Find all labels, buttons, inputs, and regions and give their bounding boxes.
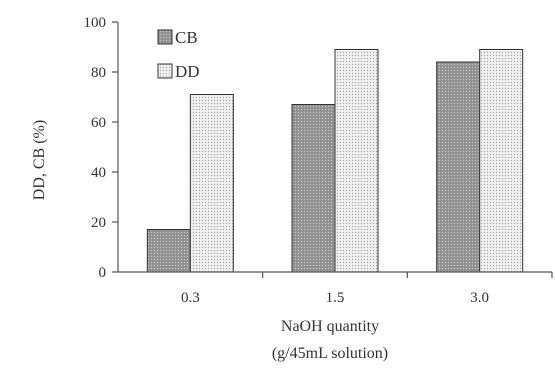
x-tick-label-3.0: 3.0 bbox=[470, 290, 489, 306]
y-tick-label-40: 40 bbox=[91, 165, 106, 181]
axes-group: 0 20 40 60 80 100 0.3 1.5 3.0 bbox=[84, 15, 553, 306]
x-axis-title-line-1: NaOH quantity bbox=[281, 318, 379, 335]
x-axis-title-line-2: (g/45mL solution) bbox=[272, 345, 388, 362]
bar-dd-0.3 bbox=[189, 94, 234, 273]
legend-swatch-cb bbox=[157, 29, 173, 45]
bar-dd-1.5 bbox=[334, 49, 379, 273]
y-axis-title: DD, CB (%) bbox=[31, 120, 48, 200]
y-tick-label-20: 20 bbox=[91, 215, 106, 231]
x-tick-label-0.3: 0.3 bbox=[181, 290, 200, 306]
y-tick-label-0: 0 bbox=[99, 265, 107, 281]
bars-group bbox=[146, 49, 524, 273]
y-tick-label-100: 100 bbox=[84, 15, 107, 31]
y-tick-label-60: 60 bbox=[91, 115, 106, 131]
legend: CB DD bbox=[157, 28, 200, 81]
bar-cb-1.5 bbox=[291, 104, 336, 273]
y-tick-label-80: 80 bbox=[91, 65, 106, 81]
bar-dd-3.0 bbox=[479, 49, 524, 273]
bar-cb-0.3 bbox=[146, 229, 191, 273]
x-tick-label-1.5: 1.5 bbox=[326, 290, 345, 306]
legend-label-dd: DD bbox=[175, 62, 200, 81]
legend-swatch-dd bbox=[157, 63, 173, 79]
bar-cb-3.0 bbox=[436, 61, 481, 273]
legend-label-cb: CB bbox=[175, 28, 198, 47]
